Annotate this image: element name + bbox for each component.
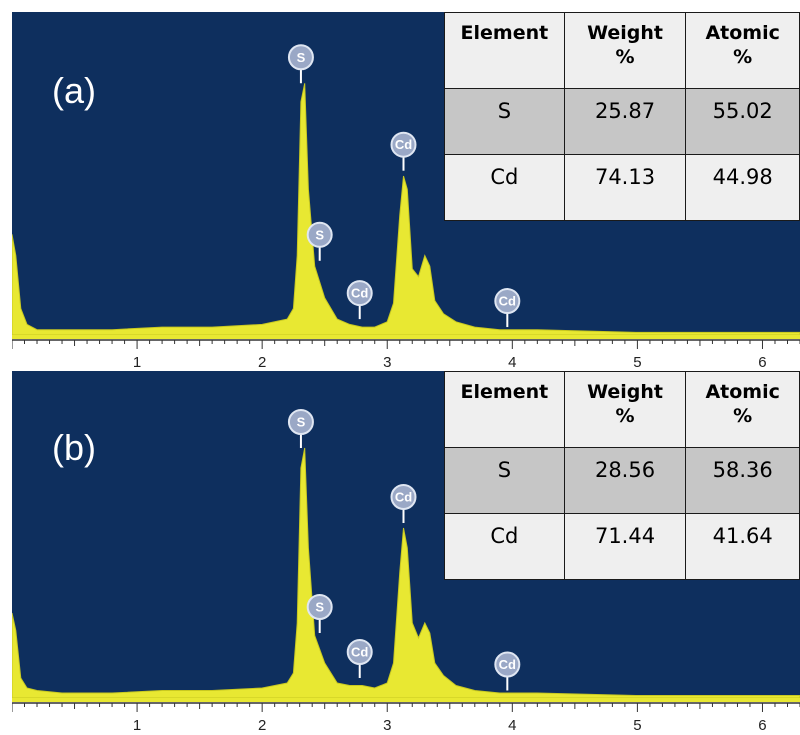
panel-label-b: (b)	[52, 427, 96, 468]
cell-weight: 25.87	[563, 88, 687, 155]
composition-table-b: Element Weight % Atomic % S 28.56 58.36 …	[444, 371, 800, 580]
eds-panel-b: 1 2 3 4 5 6 S S Cd Cd Cd (b) Element Weight % Atom…	[12, 371, 800, 735]
x-tick-label: 4	[508, 717, 516, 734]
peak-label: Cd	[499, 294, 516, 309]
peak-label: S	[297, 415, 306, 430]
header-element: Element	[444, 12, 565, 89]
header-atomic-text: Atomic %	[705, 22, 780, 68]
peak-marker-icon	[306, 594, 333, 620]
header-weight-text: Weight %	[587, 22, 663, 68]
x-tick-label: 2	[258, 354, 266, 369]
cell-element: Cd	[444, 154, 565, 221]
x-tick-label: 2	[258, 717, 266, 734]
axis-band	[12, 339, 800, 369]
cell-atomic: 55.02	[685, 88, 800, 155]
peak-marker-icon	[346, 639, 373, 665]
cell-weight: 28.56	[563, 447, 687, 514]
cell-atomic: 41.64	[685, 513, 800, 580]
table-row: S 25.87 55.02	[444, 88, 800, 155]
peak-marker-icon	[287, 44, 314, 71]
peak-marker-icon	[346, 280, 373, 307]
panel-label-a: (a)	[52, 70, 96, 111]
eds-panel-a: 1 2 3 4 5 6 S S Cd Cd Cd (a) Element Weight % Atom…	[12, 12, 800, 369]
cell-atomic: 58.36	[685, 447, 800, 514]
peak-label: S	[315, 227, 324, 242]
peak-marker-icon	[390, 131, 417, 158]
peak-label: Cd	[499, 657, 516, 672]
x-tick-label: 3	[383, 717, 391, 734]
table-row: S 28.56 58.36	[444, 447, 800, 514]
table-row: Cd 74.13 44.98	[444, 154, 800, 221]
x-tick-label: 6	[758, 354, 766, 369]
spectrum-area	[12, 447, 800, 699]
x-tick-label: 1	[133, 354, 141, 369]
peak-label: Cd	[351, 286, 368, 301]
spectrum-baseline	[12, 698, 800, 702]
peak-marker-icon	[390, 484, 417, 510]
table-header-row: Element Weight % Atomic %	[444, 12, 800, 89]
peak-label: Cd	[395, 490, 412, 505]
x-tick-label: 5	[633, 717, 641, 734]
peak-label: S	[297, 50, 306, 65]
header-weight: Weight %	[563, 371, 687, 448]
peak-label: Cd	[351, 645, 368, 660]
cell-element: S	[444, 447, 565, 514]
x-tick-label: 5	[633, 354, 641, 369]
peak-marker-icon	[306, 221, 333, 248]
peak-marker-icon	[494, 288, 521, 315]
table-header-row: Element Weight % Atomic %	[444, 371, 800, 448]
cell-element: S	[444, 88, 565, 155]
cell-element: Cd	[444, 513, 565, 580]
cell-atomic: 44.98	[685, 154, 800, 221]
peak-marker-icon	[494, 651, 521, 678]
spectrum-area	[12, 83, 800, 336]
header-atomic: Atomic %	[685, 371, 800, 448]
axis-band	[12, 702, 800, 735]
header-atomic: Atomic %	[685, 12, 800, 89]
peak-label: S	[315, 600, 324, 615]
header-weight-text: Weight %	[587, 381, 663, 427]
composition-table-a: Element Weight % Atomic % S 25.87 55.02 …	[444, 12, 800, 221]
x-tick-label: 6	[758, 717, 766, 734]
x-tick-label: 1	[133, 717, 141, 734]
table-row: Cd 71.44 41.64	[444, 513, 800, 580]
header-element: Element	[444, 371, 565, 448]
x-tick-label: 3	[383, 354, 391, 369]
header-atomic-text: Atomic %	[705, 381, 780, 427]
peak-label: Cd	[395, 137, 412, 152]
spectrum-baseline	[12, 335, 800, 339]
header-weight: Weight %	[563, 12, 687, 89]
peak-marker-icon	[287, 409, 314, 435]
cell-weight: 74.13	[563, 154, 687, 221]
x-tick-label: 4	[508, 354, 516, 369]
cell-weight: 71.44	[563, 513, 687, 580]
